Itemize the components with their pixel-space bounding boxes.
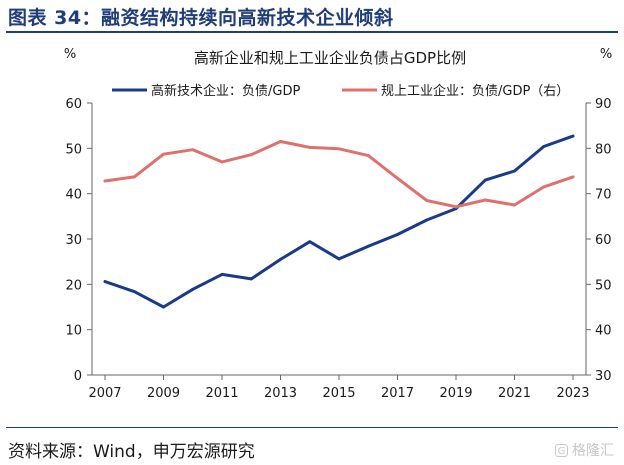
series-2-point bbox=[308, 146, 312, 149]
series-1-point bbox=[249, 277, 253, 281]
right-tick-label: 90 bbox=[595, 97, 612, 112]
x-tick-label: 2013 bbox=[264, 386, 297, 401]
series-2-point bbox=[191, 148, 195, 152]
series-2-point bbox=[366, 154, 370, 157]
left-axis-unit: % bbox=[64, 47, 76, 62]
series-2-point bbox=[279, 140, 282, 143]
series-2-point bbox=[337, 147, 341, 151]
series-2-point bbox=[542, 185, 546, 189]
series-1-point bbox=[571, 134, 575, 138]
legend-label-series-2: 规上工业企业：负债/GDP（右） bbox=[381, 83, 569, 99]
series-line-1 bbox=[103, 134, 575, 309]
series-1-point bbox=[279, 258, 282, 261]
series-lines bbox=[103, 134, 575, 309]
line-chart: 高新企业和规上工业企业负债占GDP比例 % % 高新技术企业：负债/GDP 规上… bbox=[64, 47, 612, 401]
series-2-point bbox=[571, 175, 575, 179]
x-tick-label: 2009 bbox=[147, 386, 180, 401]
series-1-point bbox=[366, 244, 370, 248]
series-2-point bbox=[396, 176, 399, 180]
series-2-point bbox=[513, 203, 516, 207]
series-2-point bbox=[483, 198, 487, 202]
series-2-point bbox=[425, 199, 429, 202]
left-tick-label: 10 bbox=[65, 324, 82, 339]
legend-label-series-1: 高新技术企业：负债/GDP bbox=[151, 83, 300, 99]
series-1-point bbox=[191, 287, 195, 291]
watermark-logo-icon: G bbox=[555, 443, 568, 457]
series-2-point bbox=[220, 160, 224, 164]
left-tick-label: 30 bbox=[65, 233, 82, 248]
right-tick-label: 70 bbox=[595, 188, 612, 203]
series-2-point bbox=[249, 153, 253, 157]
watermark-text: 格隆汇 bbox=[572, 443, 614, 459]
series-1-point bbox=[162, 305, 165, 309]
legend: 高新技术企业：负债/GDP 规上工业企业：负债/GDP（右） bbox=[112, 83, 569, 99]
series-2-point bbox=[162, 152, 165, 156]
series-1-point bbox=[425, 218, 429, 222]
left-tick-label: 20 bbox=[65, 278, 82, 293]
x-tick-label: 2017 bbox=[381, 386, 414, 401]
axes: 0 10 20 30 40 50 60 30 40 50 60 70 80 90 2007 2009 2011 2… bbox=[65, 97, 611, 401]
series-1-point bbox=[513, 169, 516, 173]
series-1-point bbox=[337, 257, 341, 261]
watermark: G 格隆汇 bbox=[555, 440, 614, 460]
right-tick-label: 80 bbox=[595, 142, 612, 157]
series-2-point bbox=[454, 205, 458, 209]
source-note: 资料来源：Wind，申万宏源研究 bbox=[8, 442, 255, 462]
left-tick-label: 60 bbox=[65, 97, 82, 112]
chart-title: 高新企业和规上工业企业负债占GDP比例 bbox=[194, 49, 466, 67]
x-tick-label: 2007 bbox=[88, 386, 121, 401]
right-tick-label: 30 bbox=[595, 369, 612, 384]
series-2-point bbox=[132, 175, 136, 179]
series-1-point bbox=[483, 178, 487, 182]
title-divider bbox=[6, 31, 618, 33]
footer-divider bbox=[6, 427, 618, 428]
series-1-point bbox=[220, 272, 224, 276]
series-1-point bbox=[542, 145, 546, 148]
x-tick-label: 2021 bbox=[498, 386, 531, 401]
left-tick-label: 0 bbox=[74, 369, 82, 384]
series-1-point bbox=[103, 280, 107, 284]
series-1-point bbox=[396, 233, 399, 236]
x-tick-label: 2023 bbox=[556, 386, 589, 401]
x-tick-label: 2019 bbox=[439, 386, 472, 401]
right-tick-label: 60 bbox=[595, 233, 612, 248]
series-2-point bbox=[103, 179, 107, 183]
right-tick-label: 40 bbox=[595, 324, 612, 339]
right-tick-label: 50 bbox=[595, 278, 612, 293]
x-tick-label: 2015 bbox=[322, 386, 355, 401]
right-axis-unit: % bbox=[600, 47, 612, 62]
left-tick-label: 50 bbox=[65, 142, 82, 157]
series-1-point bbox=[308, 240, 312, 244]
series-1-point bbox=[132, 290, 136, 293]
x-tick-label: 2011 bbox=[205, 386, 238, 401]
left-tick-label: 40 bbox=[65, 188, 82, 203]
figure-title: 图表 34：融资结构持续向高新技术企业倾斜 bbox=[8, 7, 394, 29]
